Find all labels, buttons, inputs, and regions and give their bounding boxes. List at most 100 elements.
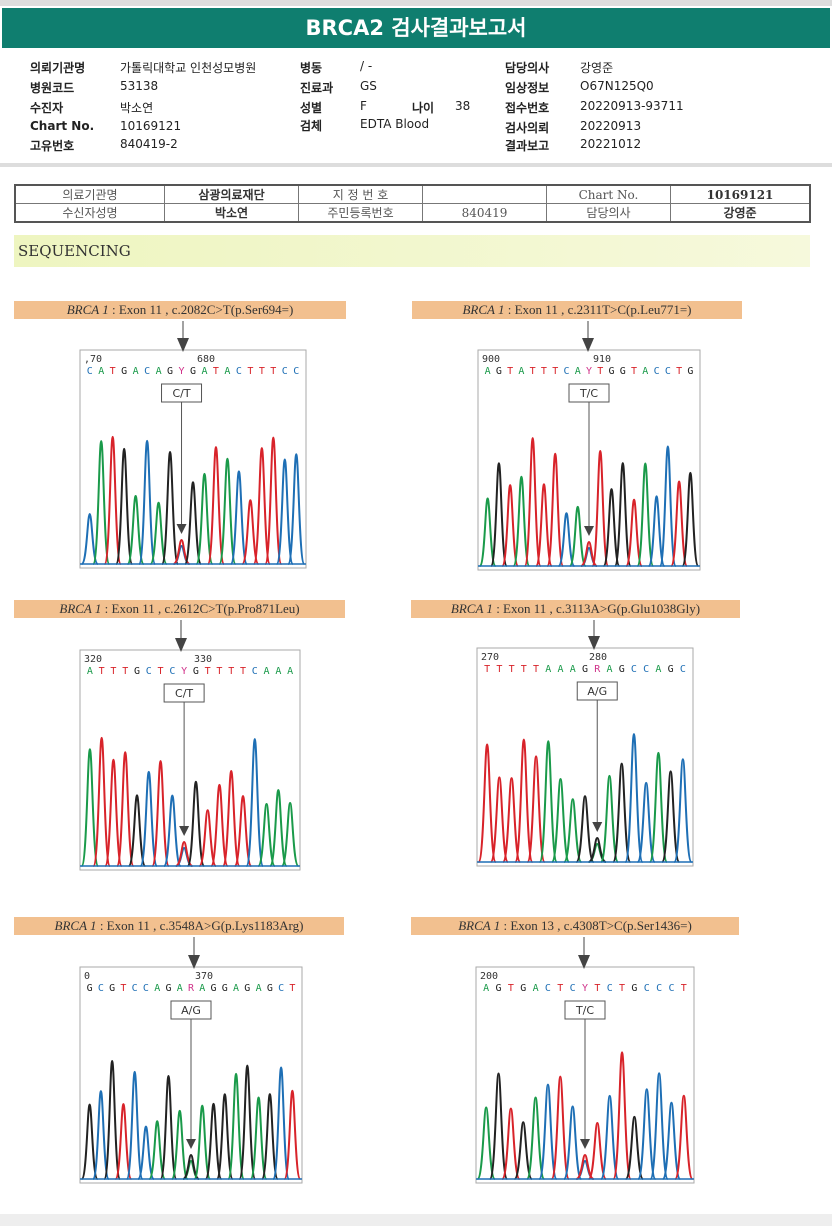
variant-header: BRCA 1 : Exon 11 , c.2612C>T(p.Pro871Leu…	[14, 600, 345, 618]
trace-peak	[502, 777, 522, 863]
trace-peak	[546, 452, 565, 567]
base-call: T	[541, 366, 547, 377]
trace-peak	[92, 440, 111, 565]
arrow-down-icon	[175, 638, 187, 652]
call-label: C/T	[172, 387, 190, 400]
trace-peak	[568, 505, 587, 567]
variant-description: : Exon 11 , c.3113A>G(p.Glu1038Gly)	[492, 601, 701, 616]
trace-peak	[206, 446, 225, 565]
trace-peak	[575, 795, 595, 863]
trace-peak	[600, 1094, 620, 1180]
base-call: Y	[179, 366, 185, 377]
info-value: 53138	[120, 79, 159, 93]
trace-peak	[658, 445, 677, 567]
trace-peak	[550, 1075, 570, 1180]
base-call: C	[144, 366, 150, 377]
variant-description: : Exon 11 , c.2612C>T(p.Pro871Leu)	[101, 601, 300, 616]
base-call: T	[594, 983, 600, 994]
base-call: C	[293, 366, 299, 377]
base-call: T	[496, 664, 502, 675]
trace-peak	[163, 794, 182, 867]
trace-peak	[103, 435, 122, 565]
trace-peak	[229, 470, 248, 565]
trace-peak	[624, 1115, 645, 1180]
base-call: C	[680, 664, 686, 675]
position-tick: 200	[480, 971, 498, 982]
info-label: 수진자	[30, 101, 64, 115]
base-call: A	[264, 666, 270, 677]
base-call: A	[287, 666, 293, 677]
base-call: C	[98, 983, 104, 994]
position-tick: 900	[482, 354, 500, 365]
base-call: C	[87, 366, 93, 377]
trace-peak	[501, 1107, 521, 1180]
base-call: C	[656, 983, 662, 994]
base-call: A	[485, 366, 491, 377]
trace-peak	[591, 450, 610, 567]
call-label: C/T	[175, 687, 193, 700]
divider	[0, 163, 832, 167]
base-call: C	[132, 983, 138, 994]
base-call: C	[563, 366, 569, 377]
trace-peak	[233, 795, 253, 867]
trace-peak	[127, 794, 147, 867]
call-label: A/G	[181, 1004, 201, 1017]
trace-peak	[170, 1109, 189, 1180]
cell: 박소연	[164, 203, 299, 223]
base-call: Y	[586, 366, 592, 377]
info-label: 검사의뢰	[505, 121, 550, 135]
info-value: F	[360, 99, 367, 113]
trace-peak	[151, 760, 170, 867]
info-label: Chart No.	[30, 119, 95, 133]
trace-peak	[275, 458, 294, 565]
base-call: T	[110, 366, 116, 377]
base-call: T	[240, 666, 246, 677]
base-call: T	[120, 983, 126, 994]
base-call: A	[98, 366, 104, 377]
base-call: C	[570, 983, 576, 994]
call-label: A/G	[587, 685, 607, 698]
trace-peak	[139, 770, 159, 867]
base-call: A	[558, 664, 564, 675]
trace-peak	[125, 1070, 144, 1180]
trace-peak	[647, 495, 666, 567]
trace-peak	[550, 777, 571, 863]
trace-peak	[257, 802, 276, 867]
info-value: 20220913-93711	[580, 99, 684, 113]
position-tick: 270	[481, 652, 499, 663]
trace-peak	[661, 1101, 682, 1180]
base-call: T	[213, 366, 219, 377]
arrow-down-icon	[188, 955, 200, 969]
trace-peak	[523, 437, 542, 567]
base-call: G	[687, 366, 693, 377]
table-row: 수신자성명 박소연 주민등록번호 840419 담당의사 강영준	[14, 203, 811, 223]
trace-peak	[195, 472, 214, 565]
trace-peak	[599, 774, 620, 863]
call-label: T/C	[579, 387, 598, 400]
base-call: C	[143, 983, 149, 994]
info-label: 결과보고	[505, 139, 550, 153]
base-call: G	[267, 983, 273, 994]
info-value: 강영준	[580, 61, 614, 75]
base-call: T	[597, 366, 603, 377]
trace-peak	[501, 484, 520, 567]
info-value: 840419-2	[120, 137, 178, 151]
cell: 주민등록번호	[298, 203, 423, 223]
trace-peak	[661, 770, 681, 863]
trace-peak	[587, 1122, 607, 1180]
trace-peak	[204, 1102, 223, 1180]
trace-peak	[636, 781, 656, 863]
base-call: C	[644, 983, 650, 994]
trace-peak	[489, 776, 509, 863]
trace-peak	[612, 762, 632, 863]
base-call: T	[681, 983, 687, 994]
trace-peak	[280, 801, 300, 867]
variant-header: BRCA 1 : Exon 11 , c.3548A>G(p.Lys1183Ar…	[14, 917, 344, 935]
trace-peak	[272, 1066, 290, 1180]
trace-peak	[563, 798, 583, 863]
base-call: A	[224, 366, 230, 377]
base-call: C	[643, 664, 649, 675]
base-call: A	[545, 664, 551, 675]
